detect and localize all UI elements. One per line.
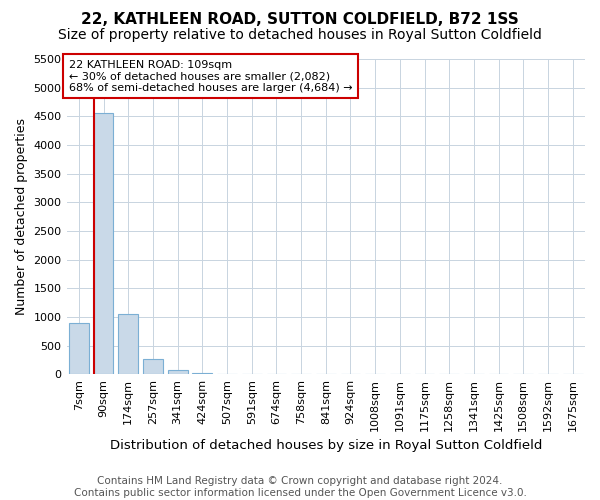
Text: Contains HM Land Registry data © Crown copyright and database right 2024.
Contai: Contains HM Land Registry data © Crown c… [74, 476, 526, 498]
X-axis label: Distribution of detached houses by size in Royal Sutton Coldfield: Distribution of detached houses by size … [110, 440, 542, 452]
Bar [193, 372, 212, 374]
Bar [168, 370, 188, 374]
Text: 22 KATHLEEN ROAD: 109sqm
← 30% of detached houses are smaller (2,082)
68% of sem: 22 KATHLEEN ROAD: 109sqm ← 30% of detach… [69, 60, 353, 93]
Text: 22, KATHLEEN ROAD, SUTTON COLDFIELD, B72 1SS: 22, KATHLEEN ROAD, SUTTON COLDFIELD, B72… [81, 12, 519, 28]
Bar [118, 314, 138, 374]
Bar [94, 114, 113, 374]
Bar [143, 359, 163, 374]
Bar [69, 322, 89, 374]
Y-axis label: Number of detached properties: Number of detached properties [15, 118, 28, 315]
Text: Size of property relative to detached houses in Royal Sutton Coldfield: Size of property relative to detached ho… [58, 28, 542, 42]
